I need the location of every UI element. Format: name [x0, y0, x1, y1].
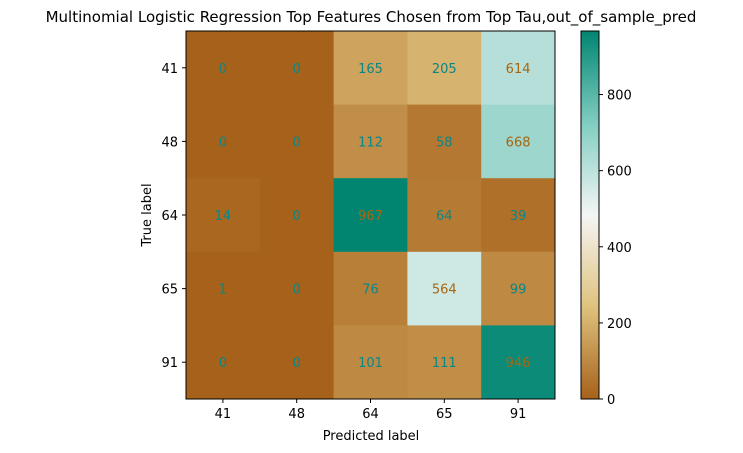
heatmap-cell	[259, 31, 335, 106]
heatmap-cell	[186, 104, 261, 179]
cell-value-label: 99	[510, 283, 527, 298]
cell-value-label: 967	[358, 209, 383, 224]
cell-value-label: 0	[219, 135, 227, 150]
heatmap-cell-labels: 0 0 165 205 614 0 0 112 58 668 14 0 967 64 39 1 0 76 564 99…	[215, 62, 531, 371]
y-tick-label: 65	[161, 283, 178, 298]
cell-value-label: 165	[358, 62, 383, 77]
y-axis-ticks: 41 48 64 65 91	[161, 62, 186, 371]
heatmap-cell	[333, 104, 408, 179]
x-tick-label: 48	[288, 407, 305, 422]
cell-value-label: 946	[506, 356, 531, 371]
cell-value-label: 39	[510, 209, 527, 224]
cell-value-label: 76	[362, 283, 379, 298]
chart-title: Multinomial Logistic Regression Top Feat…	[46, 8, 697, 27]
cell-value-label: 58	[436, 135, 453, 150]
x-axis-label: Predicted label	[323, 429, 420, 444]
heatmap-cell	[333, 31, 408, 106]
cell-value-label: 0	[293, 135, 301, 150]
cell-value-label: 111	[432, 356, 457, 371]
heatmap-cell	[186, 325, 261, 400]
heatmap-cell	[407, 251, 482, 326]
heatmap-cell	[186, 251, 261, 326]
cell-value-label: 64	[436, 209, 453, 224]
y-tick-label: 91	[161, 356, 178, 371]
heatmap-cell	[407, 325, 482, 400]
heatmap-cell	[333, 325, 408, 400]
cell-value-label: 1	[219, 283, 227, 298]
heatmap-cell	[407, 104, 482, 179]
x-tick-label: 64	[362, 407, 379, 422]
heatmap-cells	[186, 31, 556, 400]
y-axis-label: True label	[140, 183, 155, 247]
heatmap-cell	[481, 325, 556, 400]
cell-value-label: 205	[432, 62, 457, 77]
cell-value-label: 564	[432, 283, 457, 298]
colorbar-tick-label: 400	[607, 241, 632, 256]
y-tick-label: 41	[161, 62, 178, 77]
colorbar-tick-label: 200	[607, 317, 632, 332]
x-axis-ticks: 41 48 64 65 91	[215, 399, 527, 422]
heatmap-cell	[481, 178, 556, 253]
heatmap-cell	[333, 178, 408, 253]
colorbar-tick-label: 800	[607, 89, 632, 104]
heatmap-cell	[259, 104, 335, 179]
heatmap-cell	[333, 251, 408, 326]
cell-value-label: 0	[219, 62, 227, 77]
cell-value-label: 0	[293, 356, 301, 371]
heatmap-cell	[186, 31, 261, 106]
x-tick-label: 41	[215, 407, 232, 422]
cell-value-label: 668	[506, 135, 531, 150]
heatmap-cell	[259, 251, 335, 326]
heatmap-cell	[259, 325, 335, 400]
heatmap-cell	[481, 251, 556, 326]
colorbar-ticks: 0 200 400 600 800	[599, 89, 632, 408]
cell-value-label: 0	[293, 209, 301, 224]
colorbar-tick-label: 600	[607, 165, 632, 180]
heatmap-cell	[407, 178, 482, 253]
colorbar	[580, 30, 600, 400]
heatmap-cell	[186, 178, 261, 253]
cell-value-label: 0	[293, 62, 301, 77]
cell-value-label: 112	[358, 135, 383, 150]
x-tick-label: 65	[436, 407, 453, 422]
heatmap-cell	[259, 178, 335, 253]
heatmap-cell	[481, 104, 556, 179]
heatmap-cell	[481, 31, 556, 106]
cell-value-label: 101	[358, 356, 383, 371]
heatmap-cell	[407, 31, 482, 106]
y-tick-label: 64	[161, 209, 178, 224]
cell-value-label: 0	[293, 283, 301, 298]
x-tick-label: 91	[510, 407, 527, 422]
colorbar-tick-label: 0	[607, 393, 615, 408]
cell-value-label: 0	[219, 356, 227, 371]
y-tick-label: 48	[161, 135, 178, 150]
cell-value-label: 614	[506, 62, 531, 77]
cell-value-label: 14	[215, 209, 232, 224]
